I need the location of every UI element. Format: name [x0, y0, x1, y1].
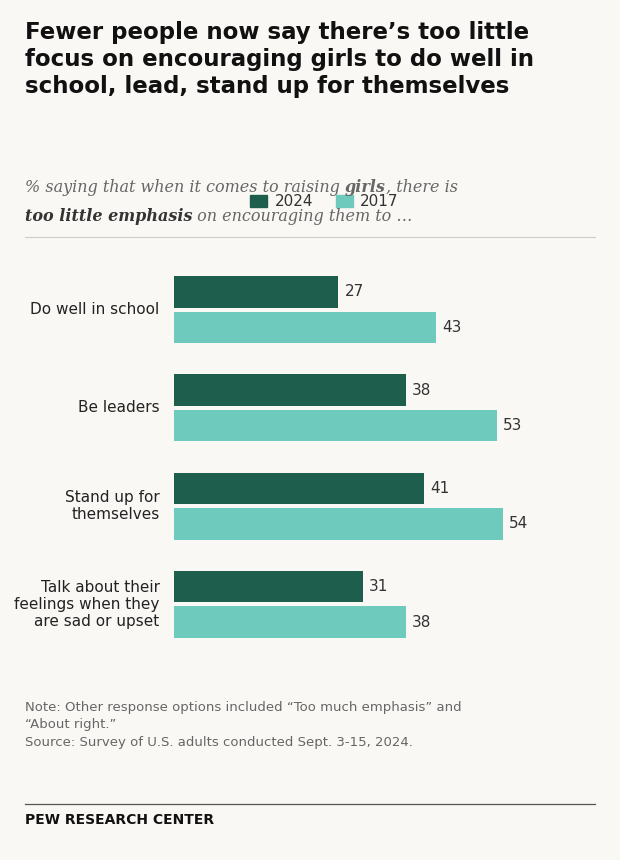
Legend: 2024, 2017: 2024, 2017 — [244, 188, 405, 215]
Bar — [174, 410, 497, 441]
Text: Fewer people now say there’s too little
focus on encouraging girls to do well in: Fewer people now say there’s too little … — [25, 22, 534, 98]
Text: girls: girls — [345, 179, 386, 196]
Bar — [174, 276, 339, 308]
Text: Note: Other response options included “Too much emphasis” and
“About right.”
Sou: Note: Other response options included “T… — [25, 701, 461, 749]
Text: 53: 53 — [503, 418, 523, 433]
Bar — [174, 606, 405, 638]
Bar — [174, 374, 405, 406]
Bar — [174, 311, 436, 343]
Bar — [174, 508, 503, 539]
Text: 27: 27 — [345, 285, 364, 299]
Text: % saying that when it comes to raising: % saying that when it comes to raising — [25, 179, 345, 196]
Text: 38: 38 — [412, 615, 431, 630]
Text: on encouraging them to …: on encouraging them to … — [192, 208, 413, 225]
Text: too little emphasis: too little emphasis — [25, 208, 192, 225]
Text: 38: 38 — [412, 383, 431, 397]
Text: 54: 54 — [510, 516, 529, 531]
Text: 41: 41 — [430, 481, 450, 496]
Text: 43: 43 — [442, 320, 461, 335]
Bar — [174, 473, 424, 504]
Text: , there is: , there is — [386, 179, 458, 196]
Text: PEW RESEARCH CENTER: PEW RESEARCH CENTER — [25, 813, 214, 826]
Text: 31: 31 — [369, 580, 388, 594]
Bar — [174, 571, 363, 603]
